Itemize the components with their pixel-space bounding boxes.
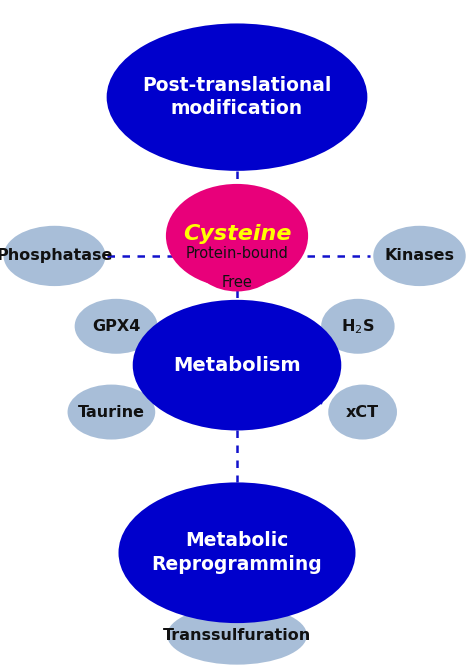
Ellipse shape — [133, 300, 341, 430]
Text: Taurine: Taurine — [78, 405, 145, 419]
Text: Protein-bound: Protein-bound — [185, 247, 289, 261]
Ellipse shape — [118, 482, 356, 623]
Text: Post-translational
modification: Post-translational modification — [142, 76, 332, 119]
Text: H$_2$S: H$_2$S — [341, 317, 374, 336]
Ellipse shape — [107, 23, 367, 171]
Ellipse shape — [67, 385, 155, 440]
Text: xCT: xCT — [346, 405, 379, 419]
Ellipse shape — [166, 184, 308, 288]
Ellipse shape — [194, 231, 280, 291]
Ellipse shape — [75, 299, 157, 354]
Ellipse shape — [4, 226, 105, 286]
Text: Cysteine: Cysteine — [183, 224, 291, 245]
Ellipse shape — [373, 226, 465, 286]
Ellipse shape — [167, 606, 307, 665]
Text: Transsulfuration: Transsulfuration — [163, 628, 311, 643]
Ellipse shape — [321, 299, 394, 354]
Text: GPX4: GPX4 — [92, 319, 140, 334]
Text: Free: Free — [221, 275, 253, 290]
Text: Metabolic
Reprogramming: Metabolic Reprogramming — [152, 531, 322, 574]
Text: Phosphatase: Phosphatase — [0, 249, 113, 263]
Text: Metabolism: Metabolism — [173, 356, 301, 375]
Ellipse shape — [328, 385, 397, 440]
Text: Kinases: Kinases — [384, 249, 455, 263]
